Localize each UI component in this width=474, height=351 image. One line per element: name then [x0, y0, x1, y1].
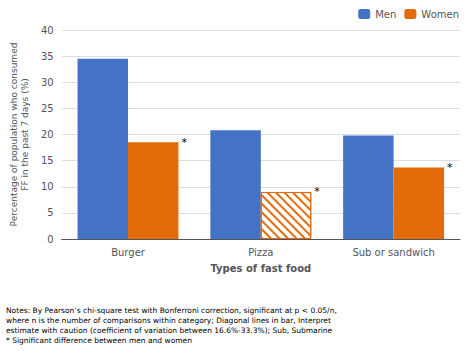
- svg-text:* Significant difference betwe: * Significant difference between men and…: [6, 336, 192, 345]
- svg-text:Men: Men: [375, 9, 396, 20]
- svg-text:Percentage of population who c: Percentage of population who consumed: [9, 43, 19, 227]
- svg-text:where n is the number of compa: where n is the number of comparisons wit…: [6, 316, 331, 325]
- svg-text:Notes: By Pearson’s chi-square: Notes: By Pearson’s chi-square test with…: [6, 306, 337, 315]
- svg-text:0: 0: [47, 234, 53, 245]
- svg-text:*: *: [314, 185, 320, 198]
- svg-text:Women: Women: [421, 9, 459, 20]
- svg-text:25: 25: [41, 103, 54, 114]
- svg-text:30: 30: [41, 77, 54, 88]
- svg-text:Types of fast food: Types of fast food: [210, 263, 311, 274]
- svg-text:*: *: [447, 161, 453, 174]
- svg-text:*: *: [181, 136, 187, 149]
- svg-text:40: 40: [41, 25, 54, 36]
- svg-text:estimate with caution (coeffic: estimate with caution (coefficient of va…: [6, 326, 333, 335]
- svg-text:10: 10: [41, 181, 54, 192]
- svg-text:5: 5: [47, 207, 53, 218]
- svg-text:Pizza: Pizza: [248, 247, 273, 258]
- svg-text:FF in the past 7 days (%): FF in the past 7 days (%): [20, 78, 30, 190]
- svg-text:20: 20: [41, 129, 54, 140]
- svg-text:Sub or sandwich: Sub or sandwich: [352, 247, 434, 258]
- svg-text:15: 15: [41, 155, 54, 166]
- svg-text:35: 35: [41, 51, 54, 62]
- svg-text:Burger: Burger: [111, 247, 146, 258]
